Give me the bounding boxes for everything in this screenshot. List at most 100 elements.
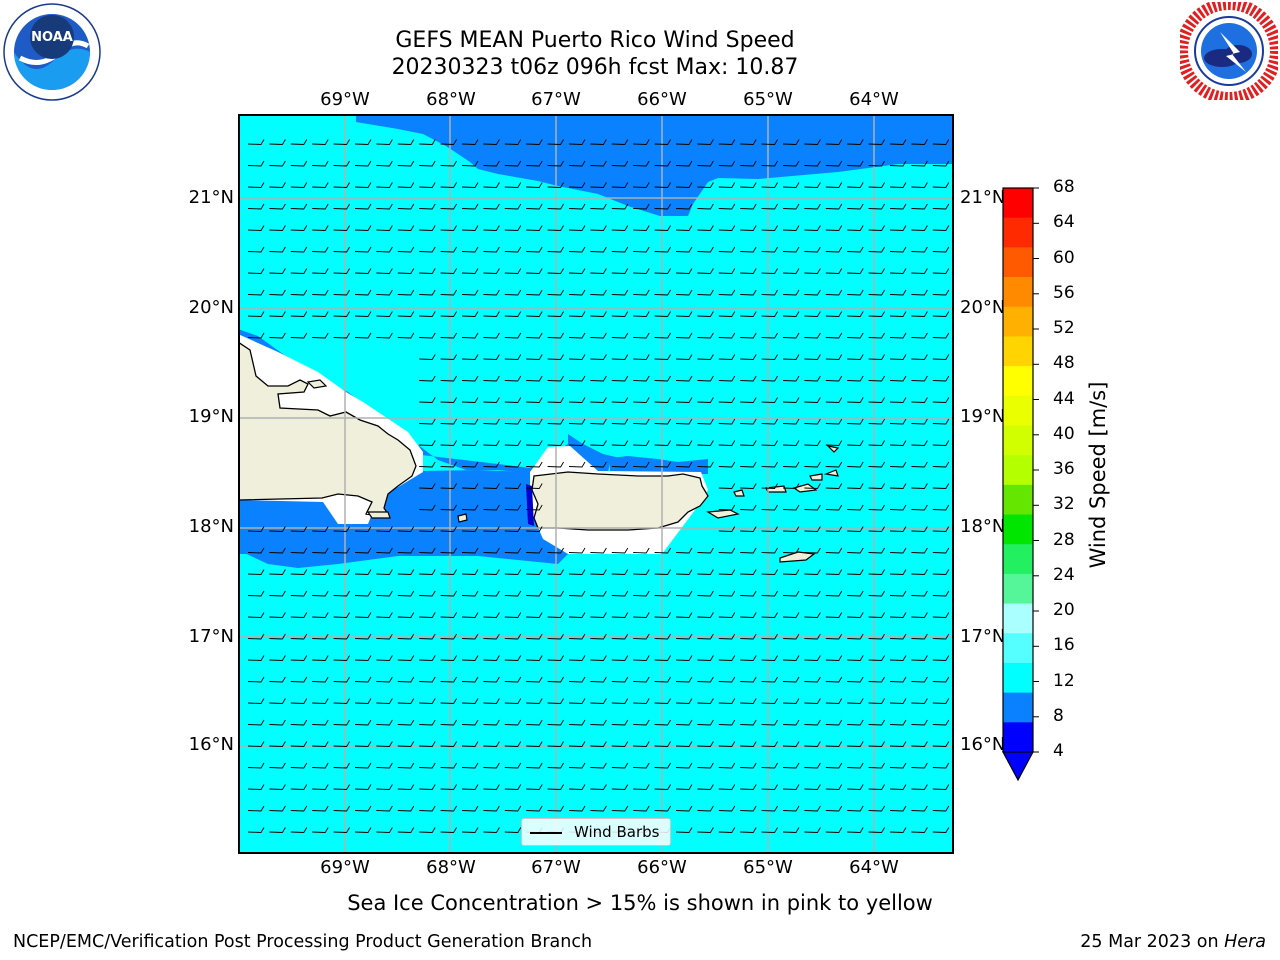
wind-barb bbox=[911, 461, 928, 468]
wind-barb bbox=[782, 655, 800, 661]
wind-barb bbox=[932, 655, 950, 661]
wind-barb bbox=[633, 354, 650, 360]
wind-barb bbox=[847, 268, 864, 274]
wind-barb bbox=[590, 225, 607, 231]
wind-barb bbox=[419, 225, 436, 231]
wind-barb bbox=[290, 203, 308, 210]
wind-barb bbox=[461, 375, 479, 382]
wind-barb bbox=[504, 397, 522, 403]
virgin-gorda-island bbox=[823, 469, 839, 477]
wind-barb bbox=[911, 526, 928, 532]
wind-barb bbox=[868, 268, 885, 274]
wind-barb bbox=[526, 440, 543, 446]
colorbar-segment bbox=[1003, 455, 1033, 486]
wind-barb bbox=[761, 246, 778, 253]
wind-barb bbox=[611, 332, 629, 339]
wind-barb bbox=[504, 268, 522, 274]
wind-barb bbox=[740, 590, 757, 597]
wind-barb bbox=[761, 354, 778, 360]
wind-barb bbox=[718, 569, 736, 575]
wind-barb bbox=[333, 676, 350, 683]
wind-barb bbox=[932, 225, 950, 231]
wind-barb bbox=[354, 225, 372, 231]
wind-barb bbox=[932, 375, 950, 382]
wind-barb bbox=[825, 483, 843, 489]
wind-barb bbox=[354, 547, 372, 554]
wind-barb bbox=[547, 741, 564, 747]
wind-barb bbox=[269, 332, 286, 339]
wind-barb bbox=[889, 719, 907, 726]
wind-barb bbox=[932, 547, 950, 554]
wind-barb bbox=[675, 289, 693, 296]
wind-barb bbox=[547, 418, 564, 425]
wind-barb bbox=[697, 397, 714, 403]
wind-barb bbox=[526, 354, 543, 360]
wind-barb bbox=[290, 182, 308, 188]
wind-barb bbox=[269, 590, 286, 597]
wind-barb bbox=[354, 612, 372, 618]
wind-barb bbox=[526, 332, 543, 339]
wind-barb bbox=[740, 676, 757, 683]
wind-barb bbox=[440, 397, 457, 403]
wind-barb bbox=[397, 225, 415, 231]
wind-barb bbox=[654, 698, 671, 704]
wind-barb bbox=[312, 612, 329, 618]
wind-barb bbox=[504, 160, 522, 167]
lon-label-bottom: 65°W bbox=[743, 857, 793, 878]
wind-barb bbox=[675, 547, 693, 554]
wind-barb bbox=[847, 569, 864, 575]
wind-barb bbox=[889, 203, 907, 210]
lat-label-left: 18°N bbox=[188, 516, 234, 537]
wind-barb bbox=[761, 461, 778, 468]
wind-barb bbox=[611, 461, 629, 468]
wind-barb bbox=[376, 268, 393, 274]
wind-barb bbox=[654, 719, 671, 726]
wind-barb bbox=[376, 289, 393, 296]
wind-barb bbox=[868, 827, 885, 833]
wind-barb bbox=[804, 612, 821, 618]
wind-barb bbox=[718, 676, 736, 683]
wind-barb bbox=[461, 526, 479, 532]
wind-barb bbox=[804, 762, 821, 769]
wind-barb bbox=[932, 418, 950, 425]
wind-barb bbox=[526, 547, 543, 554]
wind-barb bbox=[868, 160, 885, 167]
wind-barb bbox=[526, 203, 543, 210]
wind-barb bbox=[889, 440, 907, 446]
wind-barb bbox=[675, 225, 693, 231]
wind-barb bbox=[483, 332, 500, 339]
wind-barb bbox=[740, 246, 757, 253]
wind-barb bbox=[932, 805, 950, 812]
wind-barb bbox=[376, 332, 393, 339]
wind-barb bbox=[804, 203, 821, 210]
wind-barb bbox=[397, 741, 415, 747]
wind-barb bbox=[847, 375, 864, 382]
wind-barb bbox=[376, 526, 393, 532]
wind-barb bbox=[911, 354, 928, 360]
wind-barb bbox=[782, 805, 800, 812]
wind-barb bbox=[376, 612, 393, 618]
wind-barb bbox=[697, 590, 714, 597]
wind-barb bbox=[440, 633, 457, 640]
wind-barb bbox=[269, 827, 286, 833]
wind-barb bbox=[568, 246, 586, 253]
wind-barb bbox=[440, 246, 457, 253]
wind-barb bbox=[312, 655, 329, 661]
wind-barb bbox=[611, 633, 629, 640]
wind-barb bbox=[697, 762, 714, 769]
wind-barb bbox=[932, 483, 950, 489]
wind-barb bbox=[761, 418, 778, 425]
wind-barb bbox=[568, 354, 586, 360]
wind-barb bbox=[825, 719, 843, 726]
wind-barb bbox=[333, 633, 350, 640]
wind-barb bbox=[568, 139, 586, 145]
wind-barb bbox=[333, 612, 350, 618]
wind-barb bbox=[761, 139, 778, 145]
wind-barb bbox=[333, 805, 350, 812]
wind-barb bbox=[889, 676, 907, 683]
wind-barb bbox=[269, 289, 286, 296]
wind-barb bbox=[461, 418, 479, 425]
wind-barb bbox=[889, 655, 907, 661]
wind-barb bbox=[889, 289, 907, 296]
wind-barb bbox=[761, 719, 778, 726]
